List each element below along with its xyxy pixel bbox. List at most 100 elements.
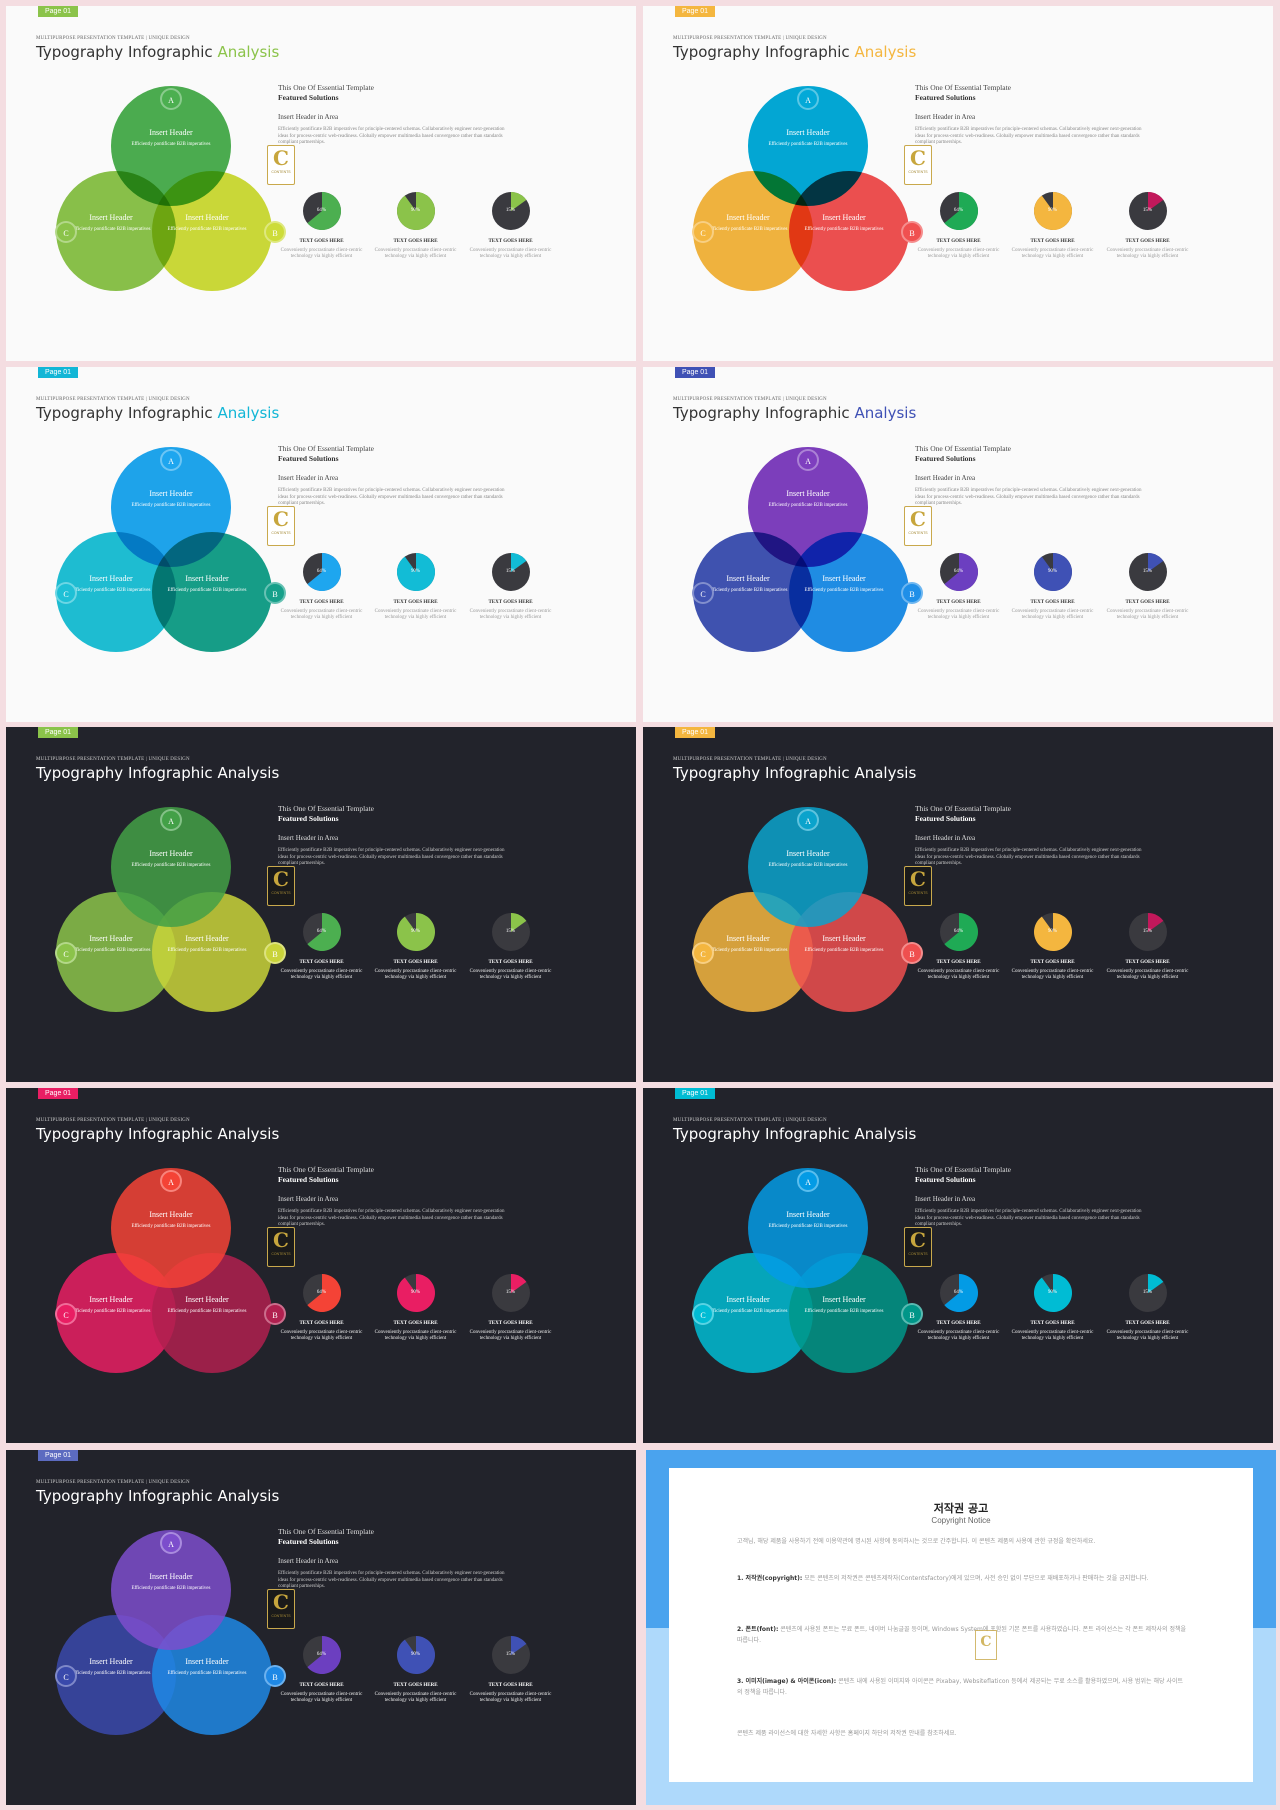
copyright-intro: 고객님, 해당 제품을 사용하기 전에 이용약관에 명시된 사항에 동의하시는 … xyxy=(737,1538,1096,1545)
pie-item: 15% TEXT GOES HERE Conveniently procrastin… xyxy=(1100,191,1195,260)
pie-row: 64% TEXT GOES HERE Conveniently procrastin… xyxy=(911,552,1188,652)
pie-chart-icon xyxy=(491,192,530,230)
contents-logo-icon: C xyxy=(975,1630,997,1660)
pie-percent-label: 64% xyxy=(953,929,964,934)
venn-desc-text: Efficiently pontificate B2B imperatives xyxy=(167,1671,247,1676)
featured-text: Featured Solutions xyxy=(915,814,976,823)
pie-chart-icon xyxy=(491,553,530,591)
badge-a: A xyxy=(797,1170,819,1192)
copyright-item-text: 콘텐츠 내에 사용된 이미지와 아이콘은 Pixabay, Websitefla… xyxy=(737,1678,1183,1696)
pie-percent-label: 64% xyxy=(316,208,327,213)
contents-logo-icon: C CONTENTS xyxy=(267,145,295,185)
badge-c: C xyxy=(692,942,714,964)
pie-item: 15% TEXT GOES HERE Conveniently procrastin… xyxy=(463,1635,558,1704)
lead-text: This One Of Essential Template xyxy=(915,1165,1011,1174)
lead-text: This One Of Essential Template xyxy=(278,1165,374,1174)
pie-desc: Conveniently procrastinate client-centri… xyxy=(280,609,363,620)
slide-title: Typography Infographic Analysis xyxy=(36,764,279,782)
logo-text: CONTENTS xyxy=(271,1252,291,1256)
title-accent: Analysis xyxy=(217,764,280,782)
pie-title: TEXT GOES HERE xyxy=(299,600,344,605)
venn-diagram: Insert Header Efficiently pontificate B2B… xyxy=(692,86,923,316)
page-tag: Page 01 xyxy=(675,1088,716,1099)
venn-text-top: Insert Header Efficiently pontificate B2B… xyxy=(758,489,858,509)
pie-desc: Conveniently procrastinate client-centri… xyxy=(469,609,552,620)
pie-title: TEXT GOES HERE xyxy=(488,1683,533,1688)
copyright-slide: 저작권 공고 Copyright Notice 고객님, 해당 제품을 사용하기… xyxy=(646,1450,1276,1805)
pie-chart: 64% xyxy=(911,552,1006,592)
badge-a: A xyxy=(797,449,819,471)
lead-text: This One Of Essential Template xyxy=(278,804,374,813)
logo-text: CONTENTS xyxy=(908,531,928,535)
page-tag: Page 01 xyxy=(38,367,79,378)
venn-text-top: Insert Header Efficiently pontificate B2B… xyxy=(121,1572,221,1592)
body-paragraph: Efficiently pontificate B2B imperatives … xyxy=(278,488,505,506)
venn-desc-text: Efficiently pontificate B2B imperatives xyxy=(708,588,788,593)
badge-c: C xyxy=(692,1303,714,1325)
slide-9: Page 01 MULTIPURPOSE PRESENTATION TEMPLAT… xyxy=(6,1450,636,1805)
pie-slice xyxy=(510,1274,526,1293)
slide-title: Typography Infographic Analysis xyxy=(36,43,279,61)
pie-desc: Conveniently procrastinate client-centri… xyxy=(1011,248,1094,259)
badge-b: B xyxy=(901,1303,923,1325)
featured-text: Featured Solutions xyxy=(278,814,339,823)
slide-title: Typography Infographic Analysis xyxy=(673,404,916,422)
title-prefix: Typography Infographic xyxy=(36,1487,213,1505)
pie-item: 90% TEXT GOES HERE Conveniently procrastin… xyxy=(368,912,463,981)
text-block: This One Of Essential Template Featured S… xyxy=(278,804,518,868)
pie-chart: 64% xyxy=(274,1273,369,1313)
venn-desc-text: Efficiently pontificate B2B imperatives xyxy=(768,142,848,147)
pie-item: 64% TEXT GOES HERE Conveniently procrastin… xyxy=(911,552,1006,621)
venn-desc-text: Efficiently pontificate B2B imperatives xyxy=(131,863,211,868)
pie-slice xyxy=(1147,1274,1163,1293)
copyright-item-2: 2. 폰트(font): 콘텐츠에 사용된 폰트는 무료 폰트, 네이버 나눔글… xyxy=(737,1624,1187,1646)
featured-text: Featured Solutions xyxy=(915,93,976,102)
pie-row: 64% TEXT GOES HERE Conveniently procrastin… xyxy=(911,912,1188,1012)
logo-letter: C xyxy=(910,1228,926,1252)
title-prefix: Typography Infographic xyxy=(673,43,850,61)
venn-diagram: Insert Header Efficiently pontificate B2B… xyxy=(55,86,286,316)
venn-header-text: Insert Header xyxy=(185,574,229,583)
pie-chart-icon xyxy=(1128,192,1167,230)
pie-slice xyxy=(396,192,435,230)
pie-chart: 90% xyxy=(1005,1273,1100,1313)
badge-b: B xyxy=(901,221,923,243)
text-block: This One Of Essential Template Featured S… xyxy=(915,804,1155,868)
title-accent: Analysis xyxy=(854,764,917,782)
text-block: This One Of Essential Template Featured S… xyxy=(278,1527,518,1591)
venn-text-right: Insert Header Efficiently pontificate B2B… xyxy=(794,1295,894,1315)
insert-header-area: Insert Header in Area xyxy=(915,474,976,482)
pie-item: 15% TEXT GOES HERE Conveniently procrastin… xyxy=(463,1273,558,1342)
supertitle: MULTIPURPOSE PRESENTATION TEMPLATE | UNI… xyxy=(673,757,827,762)
pie-title: TEXT GOES HERE xyxy=(1125,1321,1170,1326)
page-tag: Page 01 xyxy=(38,6,79,17)
lead-text: This One Of Essential Template xyxy=(915,804,1011,813)
pie-title: TEXT GOES HERE xyxy=(488,600,533,605)
copyright-subtitle: Copyright Notice xyxy=(931,1516,991,1525)
featured-text: Featured Solutions xyxy=(278,1537,339,1546)
pie-chart-icon xyxy=(939,553,978,591)
logo-letter: C xyxy=(273,867,289,891)
pie-percent-label: 15% xyxy=(505,569,516,574)
venn-text-right: Insert Header Efficiently pontificate B2B… xyxy=(157,574,257,594)
insert-header-area: Insert Header in Area xyxy=(915,1195,976,1203)
insert-header-area: Insert Header in Area xyxy=(278,834,339,842)
slide-2: Page 01 MULTIPURPOSE PRESENTATION TEMPLAT… xyxy=(643,6,1273,361)
pie-desc: Conveniently procrastinate client-centri… xyxy=(280,1330,363,1341)
logo-text: CONTENTS xyxy=(271,891,291,895)
text-block: This One Of Essential Template Featured S… xyxy=(278,1165,518,1229)
pie-item: 90% TEXT GOES HERE Conveniently procrastin… xyxy=(368,1273,463,1342)
venn-header-text: Insert Header xyxy=(185,934,229,943)
pie-desc: Conveniently procrastinate client-centri… xyxy=(1106,1330,1189,1341)
pie-percent-label: 90% xyxy=(410,929,421,934)
venn-header-text: Insert Header xyxy=(822,934,866,943)
logo-letter: C xyxy=(273,1590,289,1614)
logo-letter: C xyxy=(273,507,289,531)
pie-item: 90% TEXT GOES HERE Conveniently procrastin… xyxy=(1005,1273,1100,1342)
supertitle: MULTIPURPOSE PRESENTATION TEMPLATE | UNI… xyxy=(673,397,827,402)
featured-text: Featured Solutions xyxy=(915,454,976,463)
venn-diagram: Insert Header Efficiently pontificate B2B… xyxy=(692,807,923,1037)
pie-desc: Conveniently procrastinate client-centri… xyxy=(280,969,363,980)
pie-slice xyxy=(306,192,341,230)
pie-chart-icon xyxy=(1128,1274,1167,1312)
